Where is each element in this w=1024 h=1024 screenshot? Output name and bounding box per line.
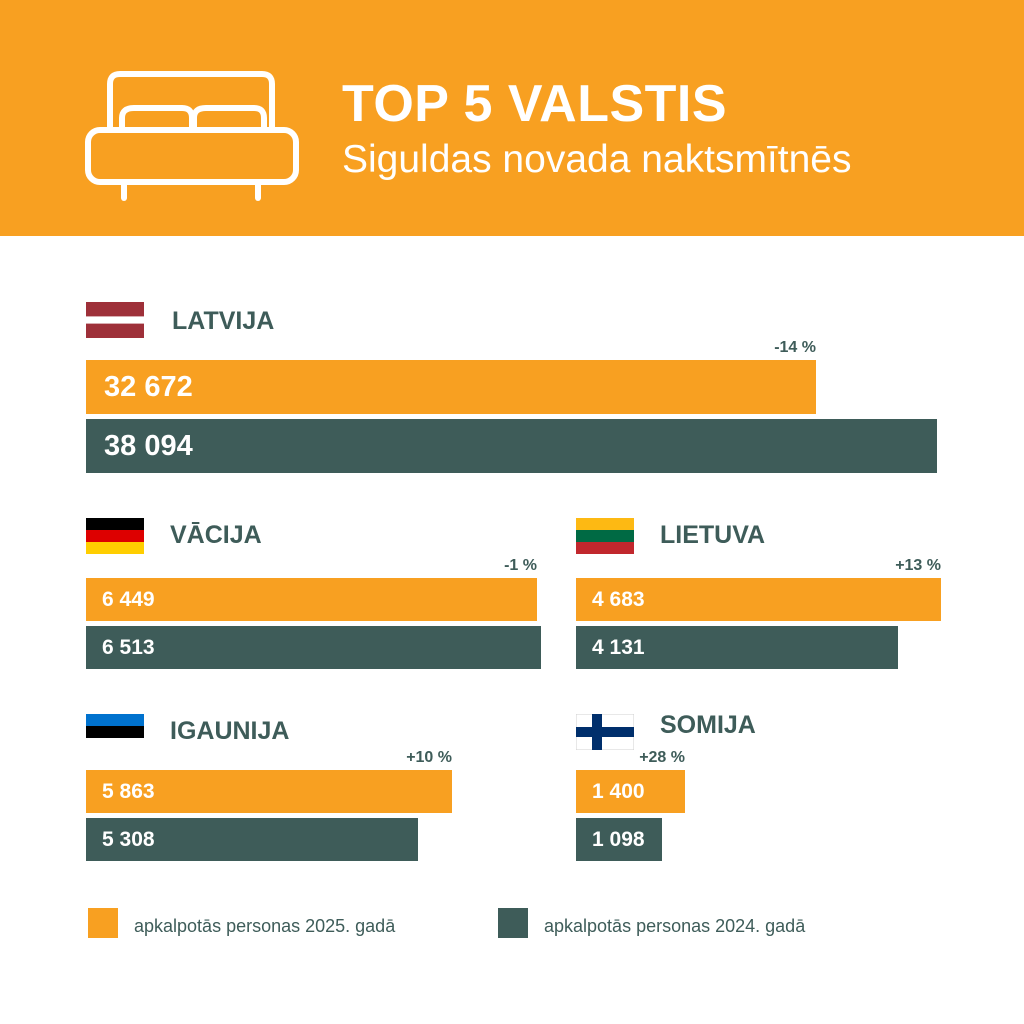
bar-2024-igaunija: 5 308	[86, 818, 418, 861]
change-label-somija: +28 %	[639, 749, 685, 766]
value-label-2025-somija: 1 400	[592, 779, 645, 803]
bar-2024-lietuva: 4 131	[576, 626, 898, 669]
germany-flag	[86, 518, 144, 554]
bar-2024-vacija: 6 513	[86, 626, 541, 669]
change-label-vacija: -1 %	[504, 557, 537, 574]
bed-icon	[85, 71, 299, 201]
value-label-2025-vacija: 6 449	[102, 587, 155, 611]
bar-2025-lietuva: 4 683	[576, 578, 941, 621]
value-label-2024-somija: 1 098	[592, 827, 645, 851]
legend-label-2024: apkalpotās personas 2024. gadā	[544, 916, 806, 936]
value-label-2024-vacija: 6 513	[102, 635, 155, 659]
bar-2024-latvija: 38 094	[86, 419, 937, 473]
change-label-lietuva: +13 %	[895, 557, 941, 574]
country-label-somija: SOMIJA	[660, 711, 756, 739]
country-label-igaunija: IGAUNIJA	[170, 717, 290, 745]
country-label-latvija: LATVIJA	[172, 307, 275, 335]
bar-2025-igaunija: 5 863	[86, 770, 452, 813]
bar-2025-somija: 1 400	[576, 770, 685, 813]
latvia-flag	[86, 302, 144, 338]
page-subtitle: Siguldas novada naktsmītnēs	[342, 138, 852, 181]
value-label-2025-lietuva: 4 683	[592, 587, 645, 611]
bar-2025-latvija: 32 672	[86, 360, 816, 414]
header-banner: TOP 5 VALSTIS Siguldas novada naktsmītnē…	[0, 0, 1024, 236]
lithuania-flag	[576, 518, 634, 554]
estonia-flag	[86, 714, 144, 750]
value-label-2025-latvija: 32 672	[104, 370, 193, 403]
legend-swatch-2025	[88, 908, 118, 938]
value-label-2024-igaunija: 5 308	[102, 827, 155, 851]
finland-flag	[576, 714, 634, 750]
value-label-2024-lietuva: 4 131	[592, 635, 645, 659]
country-label-vacija: VĀCIJA	[170, 521, 262, 549]
page-title: TOP 5 VALSTIS	[342, 75, 728, 133]
value-label-2024-latvija: 38 094	[104, 429, 193, 462]
change-label-igaunija: +10 %	[406, 749, 452, 766]
legend-swatch-2024	[498, 908, 528, 938]
value-label-2025-igaunija: 5 863	[102, 779, 155, 803]
bar-2025-vacija: 6 449	[86, 578, 537, 621]
change-label-latvija: -14 %	[774, 339, 816, 356]
country-label-lietuva: LIETUVA	[660, 521, 766, 549]
legend-label-2025: apkalpotās personas 2025. gadā	[134, 916, 396, 936]
bar-2024-somija: 1 098	[576, 818, 662, 861]
